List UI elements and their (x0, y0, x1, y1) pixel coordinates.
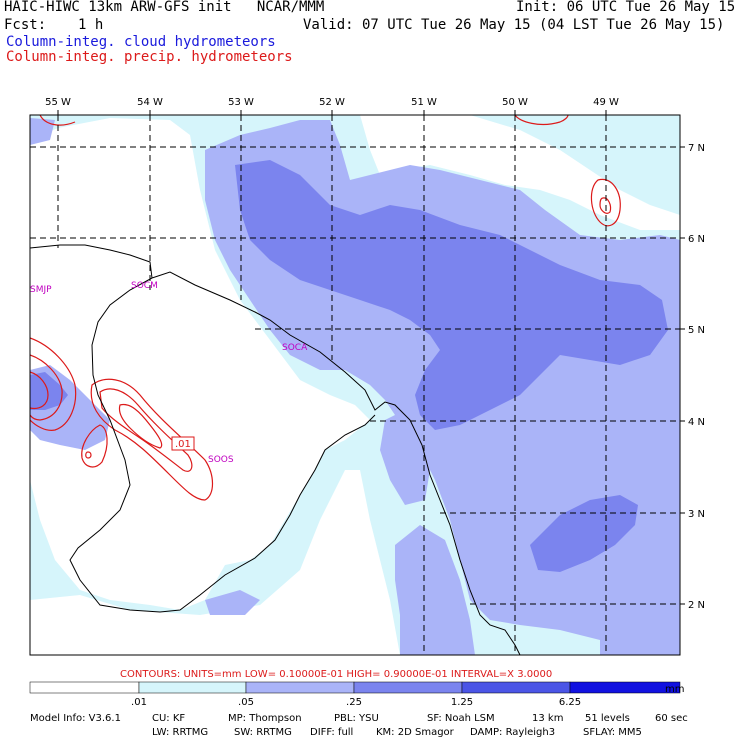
model-info-item: 13 km (532, 713, 563, 724)
model-info-item: SW: RRTMG (234, 727, 292, 738)
station-labels: SMJP SOCM SOCA SOOS (30, 281, 308, 465)
init-time: Init: 06 UTC Tue 26 May 15 (516, 0, 736, 15)
lat-label: 3 N (688, 509, 705, 520)
cloud-level-3-southeast (530, 495, 638, 572)
lon-label: 54 W (137, 97, 163, 108)
model-info: Model Info: V3.6.1 CU: KF MP: Thompson P… (30, 713, 688, 738)
model-info-item: LW: RRTMG (152, 727, 208, 738)
contour-label: .01 (175, 439, 191, 450)
precip-contours (30, 115, 621, 501)
precip-contour-west-3 (30, 371, 49, 410)
model-info-item: 60 sec (655, 713, 688, 724)
legend-cloud-hydrometeors: Column-integ. cloud hydrometeors (6, 34, 276, 50)
lon-label: 49 W (593, 97, 619, 108)
lat-label: 2 N (688, 600, 705, 611)
model-info-item: DAMP: Rayleigh3 (470, 727, 555, 738)
scale-tick: .05 (238, 697, 254, 708)
station-soos: SOOS (208, 455, 234, 465)
lat-lon-grid (30, 115, 680, 655)
precip-contour-top-right (514, 115, 569, 126)
precip-contour-drop-inner (85, 451, 92, 459)
forecast-label: Fcst: (4, 17, 47, 33)
forecast-hour: 1 h (78, 17, 104, 33)
cloud-level-3 (235, 160, 668, 430)
lat-label: 5 N (688, 325, 705, 336)
scale-tick: .01 (131, 697, 147, 708)
clear-region-west (30, 118, 370, 610)
country-border-interior (69, 277, 376, 613)
country-border-north (30, 244, 153, 279)
precip-contour-drop (81, 424, 108, 468)
model-info-item: Model Info: V3.6.1 (30, 713, 121, 724)
latitude-labels: 7 N 6 N 5 N 4 N 3 N 2 N (688, 143, 705, 611)
precip-contour-west-1 (30, 337, 77, 431)
lon-label: 50 W (502, 97, 528, 108)
valid-time: Valid: 07 UTC Tue 26 May 15 (04 LST Tue … (303, 17, 725, 33)
top-ticks (57, 110, 607, 115)
precip-contour-west-2 (30, 354, 63, 421)
cloud-level-2-topleft (30, 118, 55, 145)
scale-tick: 1.25 (451, 697, 473, 708)
lon-label: 51 W (411, 97, 437, 108)
model-info-item: SF: Noah LSM (427, 713, 495, 724)
scale-tick: .25 (346, 697, 362, 708)
lon-label: 55 W (45, 97, 71, 108)
lon-label: 53 W (228, 97, 254, 108)
contour-label-box (171, 436, 195, 451)
cloud-level-3-west (30, 372, 68, 410)
model-info-item: CU: KF (152, 713, 185, 724)
model-info-item: PBL: YSU (334, 713, 379, 724)
cloud-hydrometeor-field (30, 115, 680, 655)
precip-contour-main-inner (99, 388, 193, 472)
right-ticks (680, 146, 685, 605)
precip-contour-ne-inner (599, 197, 612, 214)
model-info-item: SFLAY: MM5 (583, 727, 642, 738)
lat-label: 7 N (688, 143, 705, 154)
precip-contour-main-core (118, 403, 163, 449)
station-soca: SOCA (282, 343, 308, 353)
station-socm: SOCM (131, 281, 158, 291)
legend-precip-hydrometeors: Column-integ. precip. hydrometeors (6, 49, 293, 65)
model-info-item: KM: 2D Smagor (376, 727, 455, 738)
color-scale-bar (29, 681, 681, 694)
cloud-level-2-coast (380, 410, 430, 505)
model-info-item: DIFF: full (310, 727, 353, 738)
precip-contour-main-outer (90, 378, 214, 501)
lat-label: 6 N (688, 234, 705, 245)
precip-contour-top-left (39, 115, 76, 126)
map-frame (29, 114, 681, 656)
lon-label: 52 W (319, 97, 345, 108)
station-smjp: SMJP (30, 285, 52, 295)
precip-contour-ne-outer (590, 178, 621, 227)
longitude-labels: 55 W 54 W 53 W 52 W 51 W 50 W 49 W (45, 97, 619, 108)
color-scale-ticks: .01 .05 .25 1.25 6.25 (131, 697, 581, 708)
lat-label: 4 N (688, 417, 705, 428)
scale-tick: 6.25 (559, 697, 581, 708)
contours-info: CONTOURS: UNITS=mm LOW= 0.10000E-01 HIGH… (120, 669, 552, 680)
model-title: HAIC-HIWC 13km ARW-GFS init NCAR/MMM (4, 0, 325, 15)
cloud-level-2-far-south (205, 590, 260, 615)
coastline (151, 271, 521, 655)
scale-units: mm (665, 684, 684, 695)
coastline-borders (30, 244, 521, 655)
model-info-item: MP: Thompson (228, 713, 302, 724)
model-info-item: 51 levels (585, 713, 630, 724)
cloud-level-2-south (395, 525, 475, 655)
